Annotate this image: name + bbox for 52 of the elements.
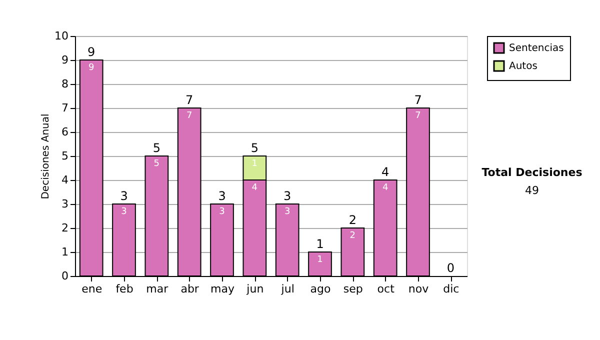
total-label: 3 [218,189,226,203]
total-label: 2 [348,213,356,227]
x-tick-label: jul [280,282,294,296]
total-label: 3 [120,189,128,203]
y-tick-label: 3 [62,198,68,210]
total-label: 1 [316,237,324,251]
x-tick-label: mar [146,282,169,296]
x-tick-label: nov [408,282,430,296]
x-tick-label: jun [246,282,264,296]
total-label: 5 [152,141,160,155]
total-label: 0 [446,261,454,275]
text: 49 [525,184,539,197]
total-label: 7 [186,93,194,107]
data-label: 9 [88,63,94,73]
y-tick-label: 2 [62,222,68,234]
y-tick-label: 8 [62,78,68,90]
y-tick-label: 5 [62,150,68,162]
data-label: 3 [121,207,127,217]
x-tick-label: dic [443,282,460,296]
x-tick-label: feb [116,282,134,296]
data-label: 1 [317,255,323,265]
data-label: 3 [284,207,290,217]
data-label: 3 [219,207,225,217]
y-tick-label: 0 [62,270,68,282]
total-label: 3 [284,189,292,203]
y-tick-label: 9 [62,54,68,66]
data-label: 2 [350,231,356,241]
data-label: 5 [154,159,160,169]
data-label: 1 [252,159,258,169]
text: Total Decisiones [482,166,583,179]
x-tick-label: ene [82,282,102,296]
y-tick-label: 4 [62,174,68,186]
x-tick-label: ago [310,282,331,296]
x-tick-label: may [210,282,235,296]
x-tick-label: oct [377,282,396,296]
total-label: 5 [250,141,258,155]
total-label: 4 [382,165,390,179]
total-label: 9 [88,45,96,59]
legend-label: Sentencias [509,43,564,54]
data-label: 7 [186,111,192,121]
x-tick-label: sep [343,282,363,296]
y-tick-label: 7 [62,102,68,114]
total-label: 7 [414,93,422,107]
data-label: 7 [415,111,421,121]
y-tick-label: 1 [62,246,68,258]
y-tick-label: 6 [62,126,68,138]
data-label: 4 [382,183,388,193]
x-tick-label: abr [180,282,200,296]
y-tick-label: 10 [54,30,68,42]
y-axis-title: Decisiones Anual [40,114,52,200]
legend-label: Autos [509,61,538,72]
data-label: 4 [252,183,258,193]
